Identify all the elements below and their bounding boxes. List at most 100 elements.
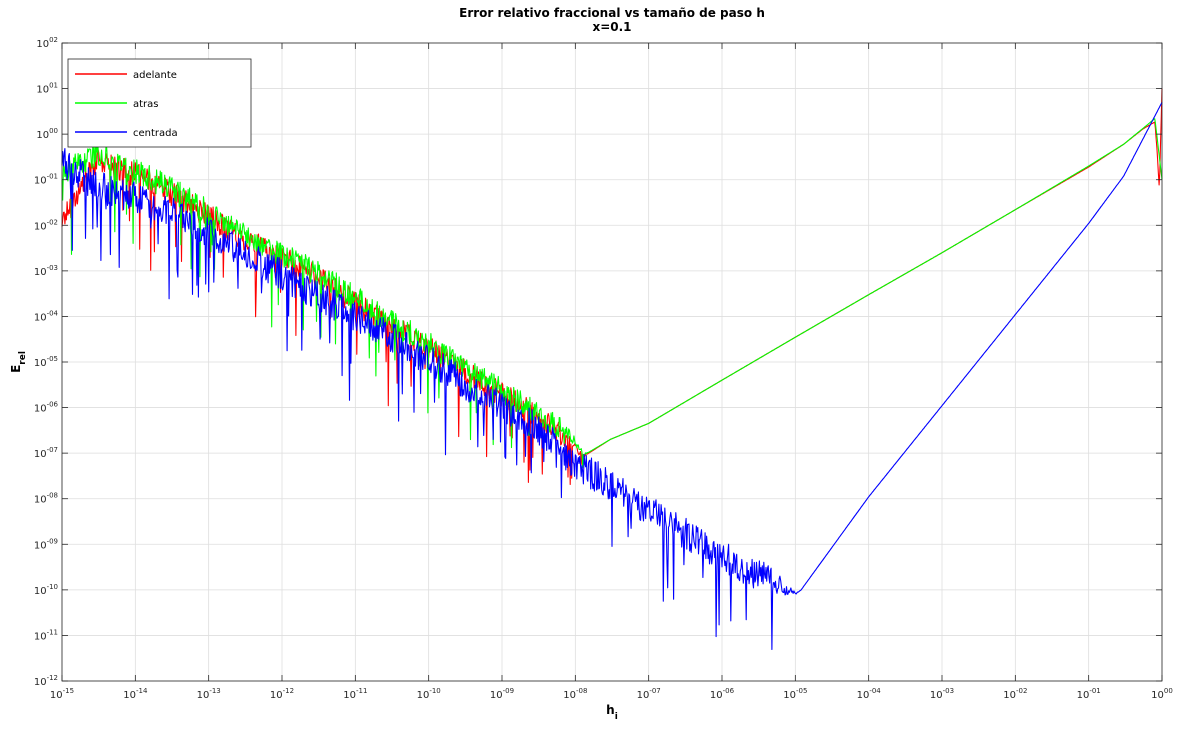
x-tick-base: 10 — [563, 690, 576, 701]
x-tick-exponent: -15 — [63, 687, 74, 695]
x-tick-base: 10 — [123, 690, 136, 701]
y-tick-label: 10-07 — [34, 446, 58, 460]
y-tick-base: 10 — [34, 176, 47, 187]
x-tick-exponent: -14 — [136, 687, 148, 695]
x-tick-exponent: -06 — [723, 687, 735, 695]
x-tick-exponent: -02 — [1016, 687, 1027, 695]
chart-title: Error relativo fraccional vs tamaño de p… — [459, 6, 765, 20]
y-tick-label: 10-12 — [34, 674, 58, 688]
series-layer — [61, 88, 1163, 651]
y-tick-base: 10 — [34, 267, 47, 278]
y-tick-exponent: -11 — [47, 628, 58, 636]
legend-label-adelante: adelante — [133, 70, 177, 81]
y-tick-label: 10-03 — [34, 264, 58, 278]
y-tick-exponent: -03 — [47, 264, 58, 272]
ticks: 10-15 10-14 10-13 10-12 10-11 10-10 10-09 10-08… — [34, 36, 1173, 701]
x-axis-label-main: h — [606, 703, 615, 717]
legend-label-centrada: centrada — [133, 128, 178, 139]
y-tick-exponent: -04 — [47, 309, 59, 317]
x-tick-exponent: -04 — [869, 687, 881, 695]
y-tick-label: 10-02 — [34, 218, 58, 232]
y-tick-exponent: -08 — [47, 492, 58, 500]
x-axis-label: hi — [606, 703, 618, 722]
x-tick-base: 10 — [930, 690, 943, 701]
x-axis-label-sub: i — [615, 712, 618, 722]
y-tick-exponent: -12 — [47, 674, 58, 682]
x-tick-label: 10-01 — [1077, 687, 1101, 701]
y-tick-label: 10-09 — [34, 537, 58, 551]
x-tick-label: 10-02 — [1003, 687, 1027, 701]
y-tick-base: 10 — [34, 404, 47, 415]
x-tick-exponent: -01 — [1089, 687, 1100, 695]
x-tick-label: 10-05 — [783, 687, 807, 701]
y-tick-exponent: -05 — [47, 355, 58, 363]
y-axis-label-main: E — [9, 365, 23, 373]
x-tick-label: 10-12 — [270, 687, 294, 701]
x-tick-label: 10-15 — [50, 687, 74, 701]
y-tick-exponent: 00 — [49, 127, 58, 135]
x-tick-base: 10 — [1003, 690, 1016, 701]
x-tick-label: 10-03 — [930, 687, 954, 701]
series-line-centrada — [61, 102, 1163, 651]
y-tick-label: 10-01 — [34, 173, 58, 187]
series-line-atras — [61, 118, 1163, 469]
y-tick-base: 10 — [34, 540, 47, 551]
y-tick-exponent: -10 — [47, 583, 58, 591]
y-tick-label: 10-11 — [34, 628, 58, 642]
x-tick-exponent: -13 — [209, 687, 220, 695]
x-tick-label: 10-07 — [637, 687, 661, 701]
y-tick-label: 10-08 — [34, 492, 58, 506]
y-tick-exponent: -01 — [47, 173, 58, 181]
x-tick-exponent: -09 — [503, 687, 514, 695]
y-tick-base: 10 — [34, 221, 47, 232]
x-tick-exponent: 00 — [1164, 687, 1173, 695]
chart-subtitle: x=0.1 — [592, 20, 631, 34]
y-tick-label: 1000 — [36, 127, 58, 141]
x-tick-base: 10 — [1077, 690, 1090, 701]
x-tick-label: 10-06 — [710, 687, 735, 701]
y-tick-exponent: -02 — [47, 218, 58, 226]
y-tick-base: 10 — [34, 677, 47, 688]
x-tick-base: 10 — [270, 690, 283, 701]
legend: adelante atras centrada — [67, 58, 252, 148]
x-tick-base: 10 — [783, 690, 796, 701]
x-tick-exponent: -05 — [796, 687, 807, 695]
x-tick-base: 10 — [637, 690, 650, 701]
x-tick-base: 10 — [417, 690, 430, 701]
x-tick-label: 10-10 — [417, 687, 441, 701]
y-axis-label-sub: rel — [18, 351, 28, 365]
y-tick-base: 10 — [36, 85, 49, 96]
y-tick-label: 1002 — [36, 36, 58, 50]
x-tick-exponent: -12 — [283, 687, 294, 695]
x-tick-exponent: -10 — [429, 687, 440, 695]
y-tick-label: 10-05 — [34, 355, 58, 369]
x-tick-base: 10 — [857, 690, 870, 701]
x-tick-base: 10 — [197, 690, 210, 701]
x-tick-label: 10-14 — [123, 687, 148, 701]
y-tick-exponent: -06 — [47, 401, 59, 409]
y-tick-base: 10 — [36, 39, 49, 50]
x-tick-label: 1000 — [1151, 687, 1173, 701]
x-tick-exponent: -11 — [356, 687, 367, 695]
y-tick-label: 10-04 — [34, 309, 59, 323]
y-tick-base: 10 — [34, 495, 47, 506]
y-tick-exponent: 01 — [49, 82, 58, 90]
legend-label-atras: atras — [133, 99, 159, 110]
y-tick-base: 10 — [36, 130, 49, 141]
y-tick-label: 1001 — [36, 82, 58, 96]
y-tick-label: 10-10 — [34, 583, 58, 597]
y-tick-label: 10-06 — [34, 401, 59, 415]
y-tick-base: 10 — [34, 358, 47, 369]
y-tick-base: 10 — [34, 312, 47, 323]
y-axis-label: Erel — [9, 351, 28, 373]
y-tick-exponent: 02 — [49, 36, 58, 44]
x-tick-exponent: -08 — [576, 687, 587, 695]
x-tick-base: 10 — [50, 690, 63, 701]
x-tick-label: 10-04 — [857, 687, 882, 701]
y-tick-base: 10 — [34, 631, 47, 642]
x-tick-base: 10 — [710, 690, 723, 701]
x-tick-exponent: -07 — [649, 687, 660, 695]
x-tick-exponent: -03 — [943, 687, 954, 695]
grid — [61, 42, 1163, 682]
